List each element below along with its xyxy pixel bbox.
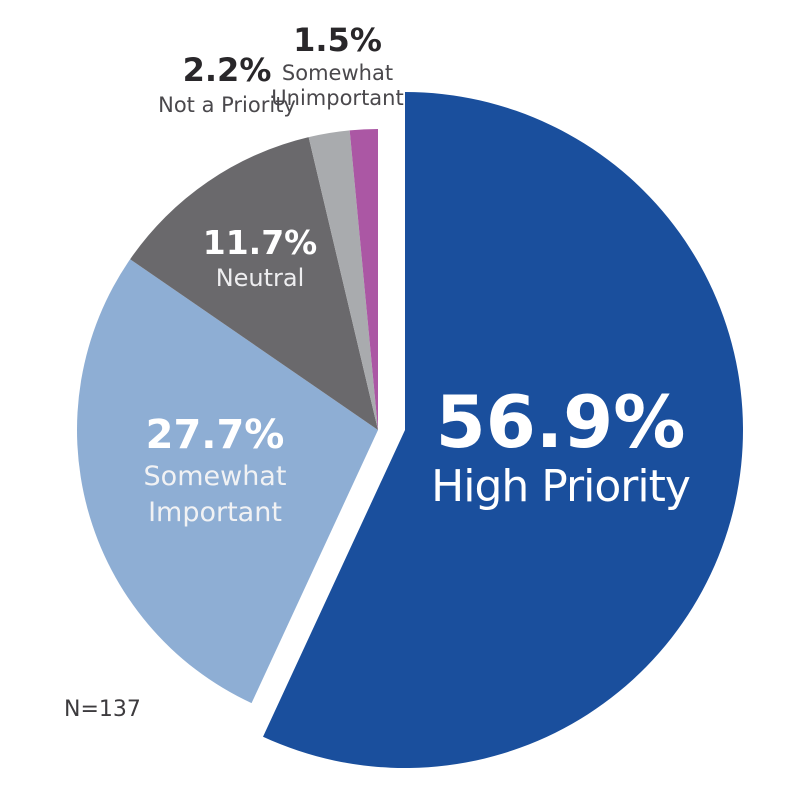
pie-slice-somewhat-important	[77, 259, 378, 704]
pie-slice-high-priority	[263, 92, 743, 768]
pie-slice-not-a-priority	[308, 130, 378, 430]
sample-size-label: N=137	[64, 697, 141, 722]
pie-slice-somewhat-unimportant	[349, 129, 378, 430]
pie-slice-neutral	[130, 137, 378, 430]
